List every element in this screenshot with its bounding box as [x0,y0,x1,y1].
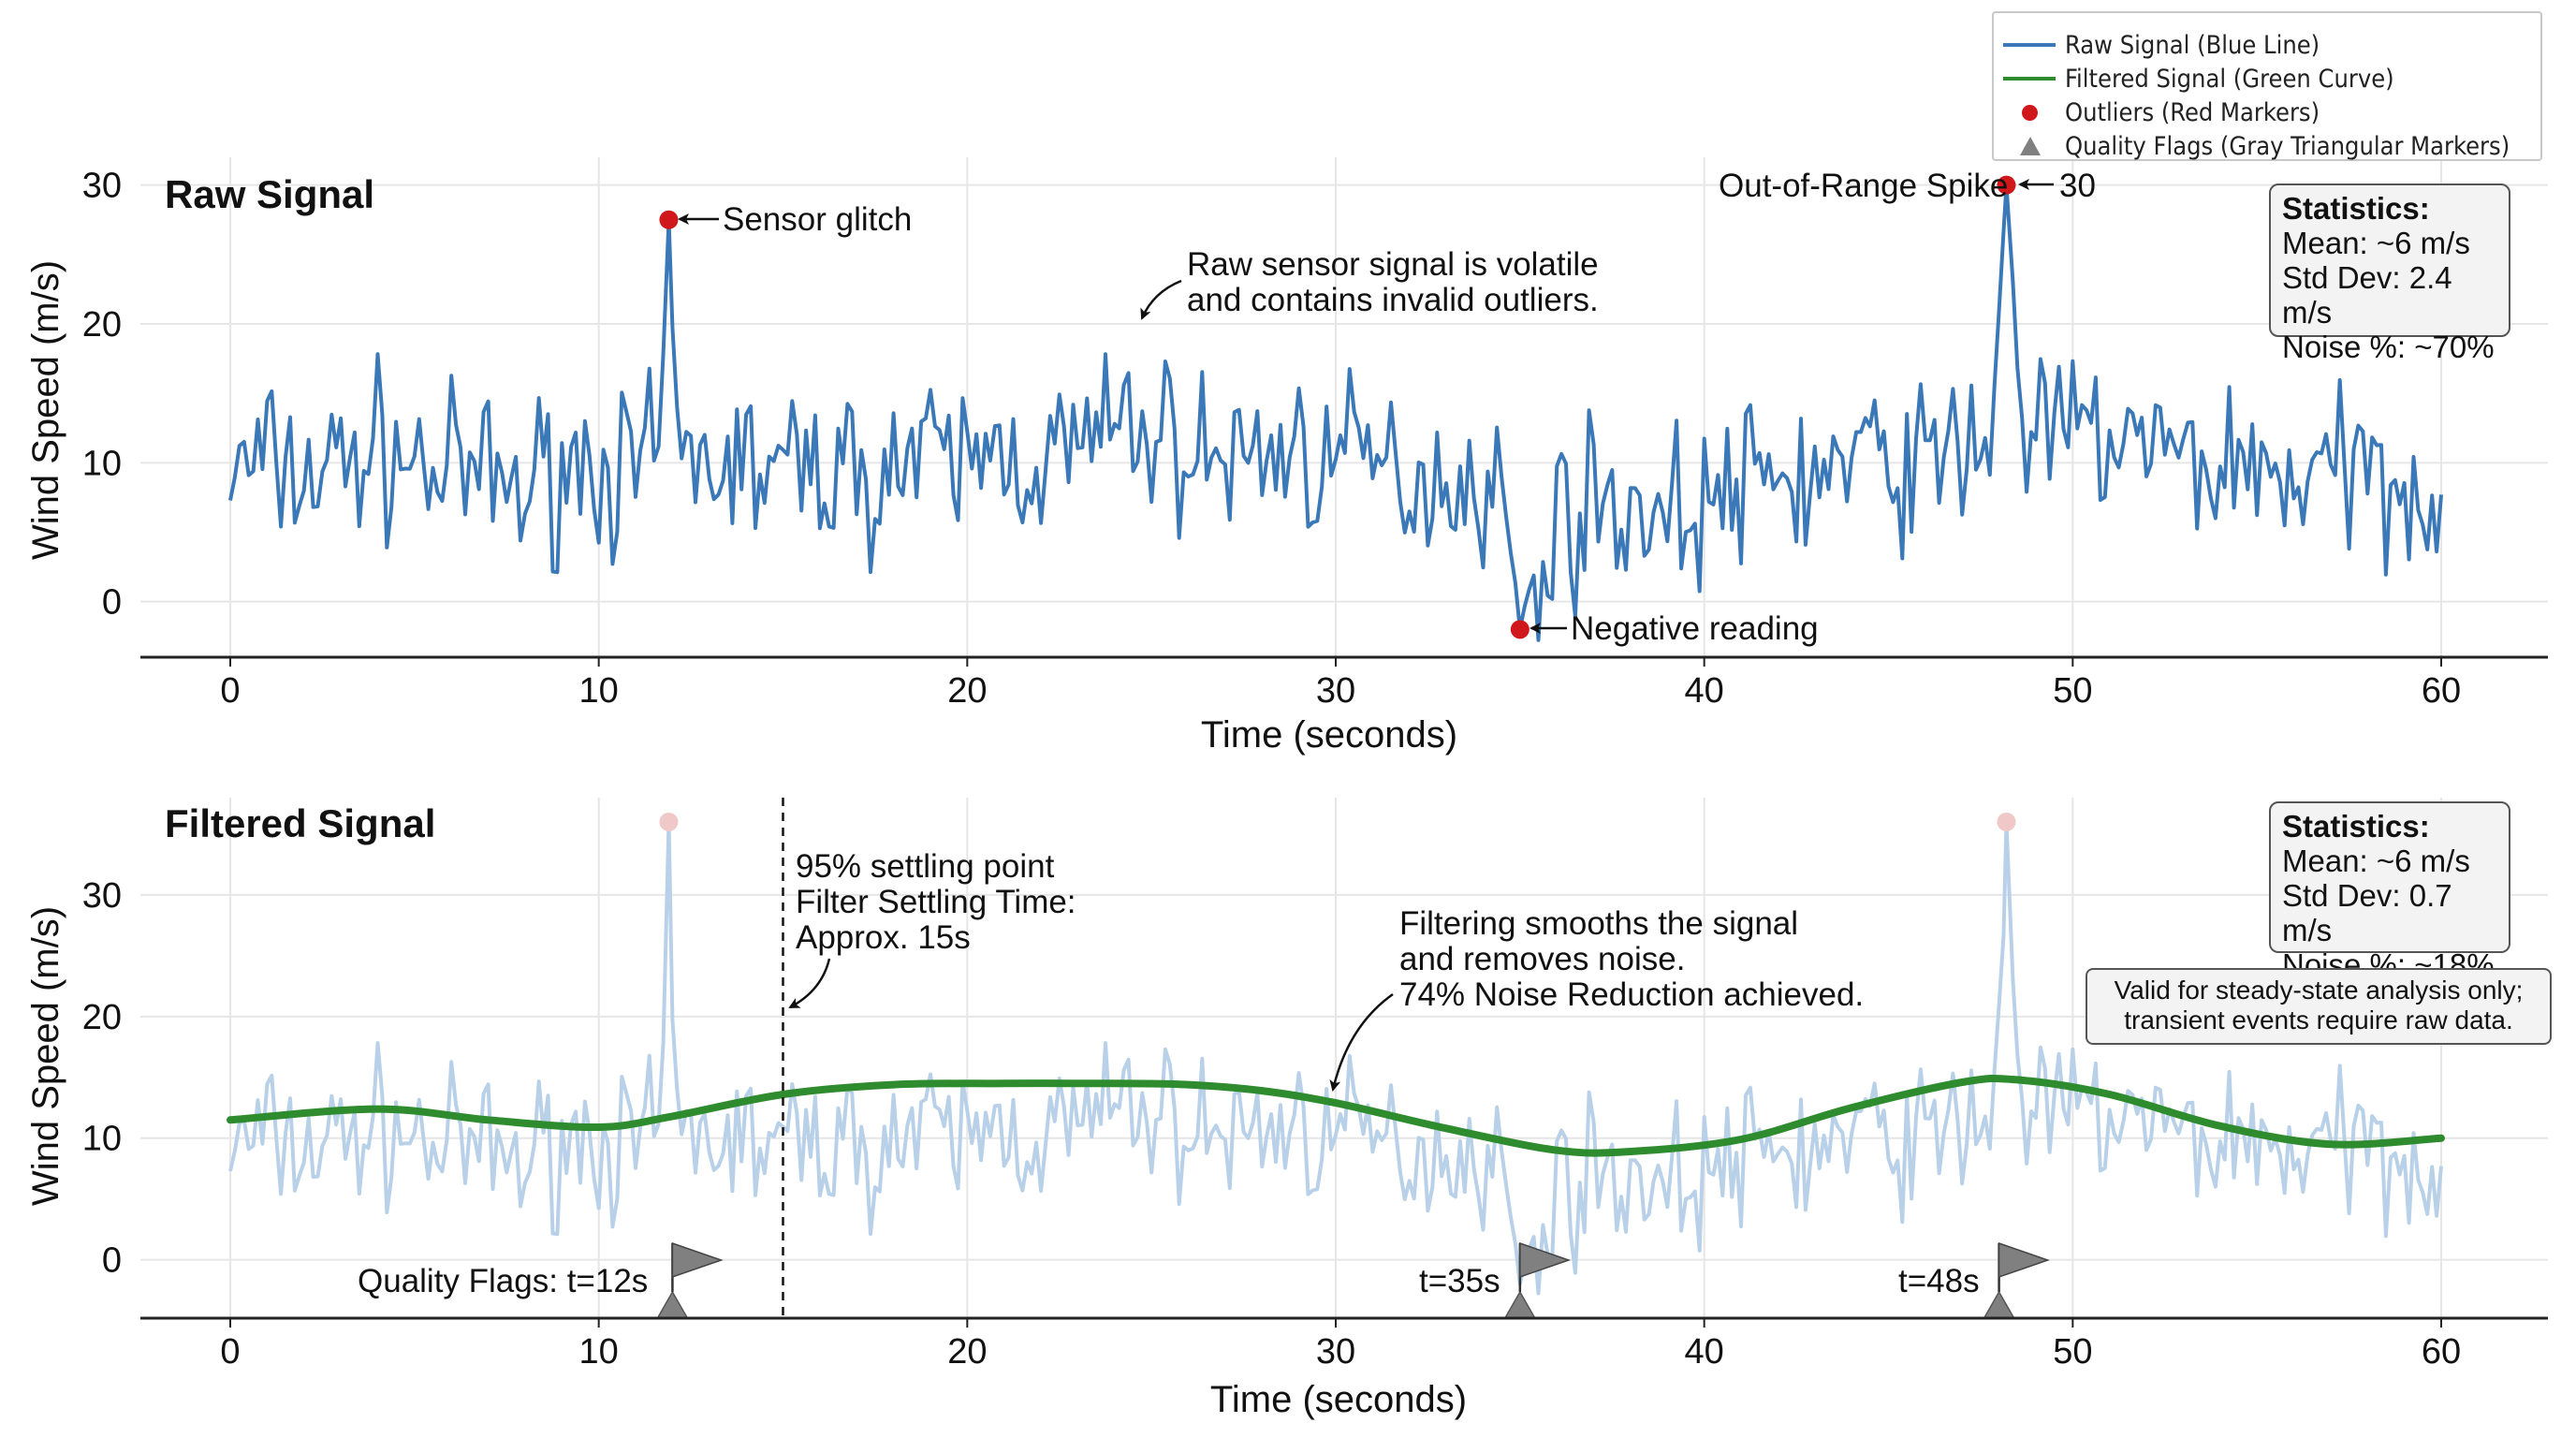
smooth-annotation-line1: Filtering smooths the signal [1399,905,1798,942]
raw-x-tick-label: 30 [1316,671,1355,711]
flag-label-35s: t=35s [1419,1263,1500,1299]
spike-value: 30 [2059,168,2096,204]
volatile-annotation-line1: Raw sensor signal is volatile [1187,246,1599,283]
glitch-annotation: Sensor glitch [723,201,912,238]
filtered-signal-curve [227,1074,2445,1157]
quality-flag-pennant [671,1241,724,1279]
filtered-y-tick-label: 20 [82,998,122,1037]
faded-outlier-marker [659,812,679,831]
legend-label: Outliers (Red Markers) [2065,97,2320,127]
filtered-stats-std: Std Dev: 0.7 m/s [2282,878,2452,947]
quality-flag-triangle [1983,1290,2015,1319]
legend-item-filtered: Filtered Signal (Green Curve) [1994,62,2540,95]
raw-panel-title: Raw Signal [165,172,374,216]
raw-signal-line [228,183,2443,642]
filtered-x-axis-label: Time (seconds) [1210,1379,1467,1420]
raw-x-tick-label: 40 [1685,671,1724,711]
legend: Raw Signal (Blue Line) Filtered Signal (… [1992,11,2542,161]
raw-y-axis-label: Wind Speed (m/s) [25,260,66,560]
raw-x-tick-label: 50 [2053,671,2092,711]
legend-item-flags: Quality Flags (Gray Triangular Markers) [1994,129,2540,163]
filtered-x-tick-label: 50 [2053,1332,2092,1372]
raw-stats-mean: Mean: ~6 m/s [2282,226,2470,260]
quality-flag-triangle [1503,1290,1537,1319]
settling-annotation-line2: Filter Settling Time: [796,884,1076,920]
raw-panel-grid [140,157,2548,657]
legend-label: Raw Signal (Blue Line) [2065,30,2320,60]
filtered-panel-ticks: 0 10 20 30 40 50 60 0 10 20 30 [82,876,2461,1372]
settling-annotation-line1: 95% settling point [796,848,1055,885]
settling-arrow [788,958,831,1009]
filtered-x-tick-label: 10 [579,1332,619,1372]
flag-label-48s: t=48s [1898,1263,1980,1299]
legend-dot-icon [1994,95,2065,129]
filtered-y-tick-label: 0 [102,1241,122,1281]
validity-note: Valid for steady-state analysis only; tr… [2086,968,2552,1045]
filtered-stats-mean: Mean: ~6 m/s [2282,844,2470,878]
raw-y-tick-label: 0 [102,583,122,623]
raw-stats-noise: Noise %: ~70% [2282,330,2495,364]
raw-x-tick-label: 60 [2422,671,2461,711]
legend-label: Quality Flags (Gray Triangular Markers) [2065,131,2510,161]
filtered-stats-title: Statistics: [2282,809,2430,844]
flag-label-12s: Quality Flags: t=12s [358,1263,648,1299]
legend-label: Filtered Signal (Green Curve) [2065,64,2394,94]
raw-x-tick-label: 20 [947,671,987,711]
raw-stats-std: Std Dev: 2.4 m/s [2282,260,2452,330]
legend-line-icon [1994,28,2065,62]
filtered-x-tick-label: 40 [1685,1332,1724,1372]
smooth-annotation-line2: and removes noise. [1399,941,1685,977]
raw-panel-ticks: 0 10 20 30 40 50 60 0 10 20 30 [82,167,2461,711]
filtered-stats-box: Statistics: Mean: ~6 m/s Std Dev: 0.7 m/… [2269,801,2510,982]
outlier-marker [1510,620,1530,639]
raw-x-tick-label: 10 [579,671,619,711]
outlier-marker [659,210,679,229]
filtered-x-tick-label: 20 [947,1332,987,1372]
raw-y-tick-label: 10 [82,444,122,483]
validity-note-line1: Valid for steady-state analysis only; [2114,976,2524,1005]
filtered-x-tick-label: 30 [1316,1332,1355,1372]
legend-item-raw: Raw Signal (Blue Line) [1994,28,2540,62]
filtered-y-tick-label: 10 [82,1120,122,1159]
smooth-arrow [1329,992,1394,1092]
raw-y-tick-label: 30 [82,167,122,206]
settling-annotation-line3: Approx. 15s [796,919,971,956]
quality-flag-markers [656,1241,2050,1319]
legend-item-outliers: Outliers (Red Markers) [1994,95,2540,129]
volatile-arrow [1140,279,1182,320]
quality-flag-pennant [1998,1241,2050,1279]
volatile-annotation-line2: and contains invalid outliers. [1187,282,1599,318]
outlier-marker [1997,175,2016,195]
raw-stats-box: Statistics: Mean: ~6 m/s Std Dev: 2.4 m/… [2269,183,2510,364]
negative-annotation: Negative reading [1571,610,1819,647]
smooth-annotation-line3: 74% Noise Reduction achieved. [1399,976,1864,1013]
filtered-x-tick-label: 60 [2422,1332,2461,1372]
filtered-y-axis-label: Wind Speed (m/s) [25,906,66,1206]
quality-flag-triangle [656,1290,689,1319]
raw-y-tick-label: 20 [82,305,122,345]
legend-triangle-icon [1994,129,2065,163]
raw-stats-title: Statistics: [2282,191,2430,226]
raw-outlier-markers [659,175,2016,639]
faded-raw-signal-line [228,820,2443,1296]
faded-outlier-markers [659,812,2016,831]
spike-annotation: Out-of-Range Spike [1719,168,2008,204]
filtered-x-tick-label: 0 [220,1332,240,1372]
quality-flag-pennant [1519,1241,1572,1279]
filtered-panel-title: Filtered Signal [165,801,435,845]
validity-note-line2: transient events require raw data. [2124,1005,2513,1034]
faded-outlier-marker [1997,812,2016,831]
legend-line-icon [1994,62,2065,95]
raw-x-tick-label: 0 [220,671,240,711]
filtered-y-tick-label: 30 [82,876,122,916]
raw-x-axis-label: Time (seconds) [1201,714,1457,756]
